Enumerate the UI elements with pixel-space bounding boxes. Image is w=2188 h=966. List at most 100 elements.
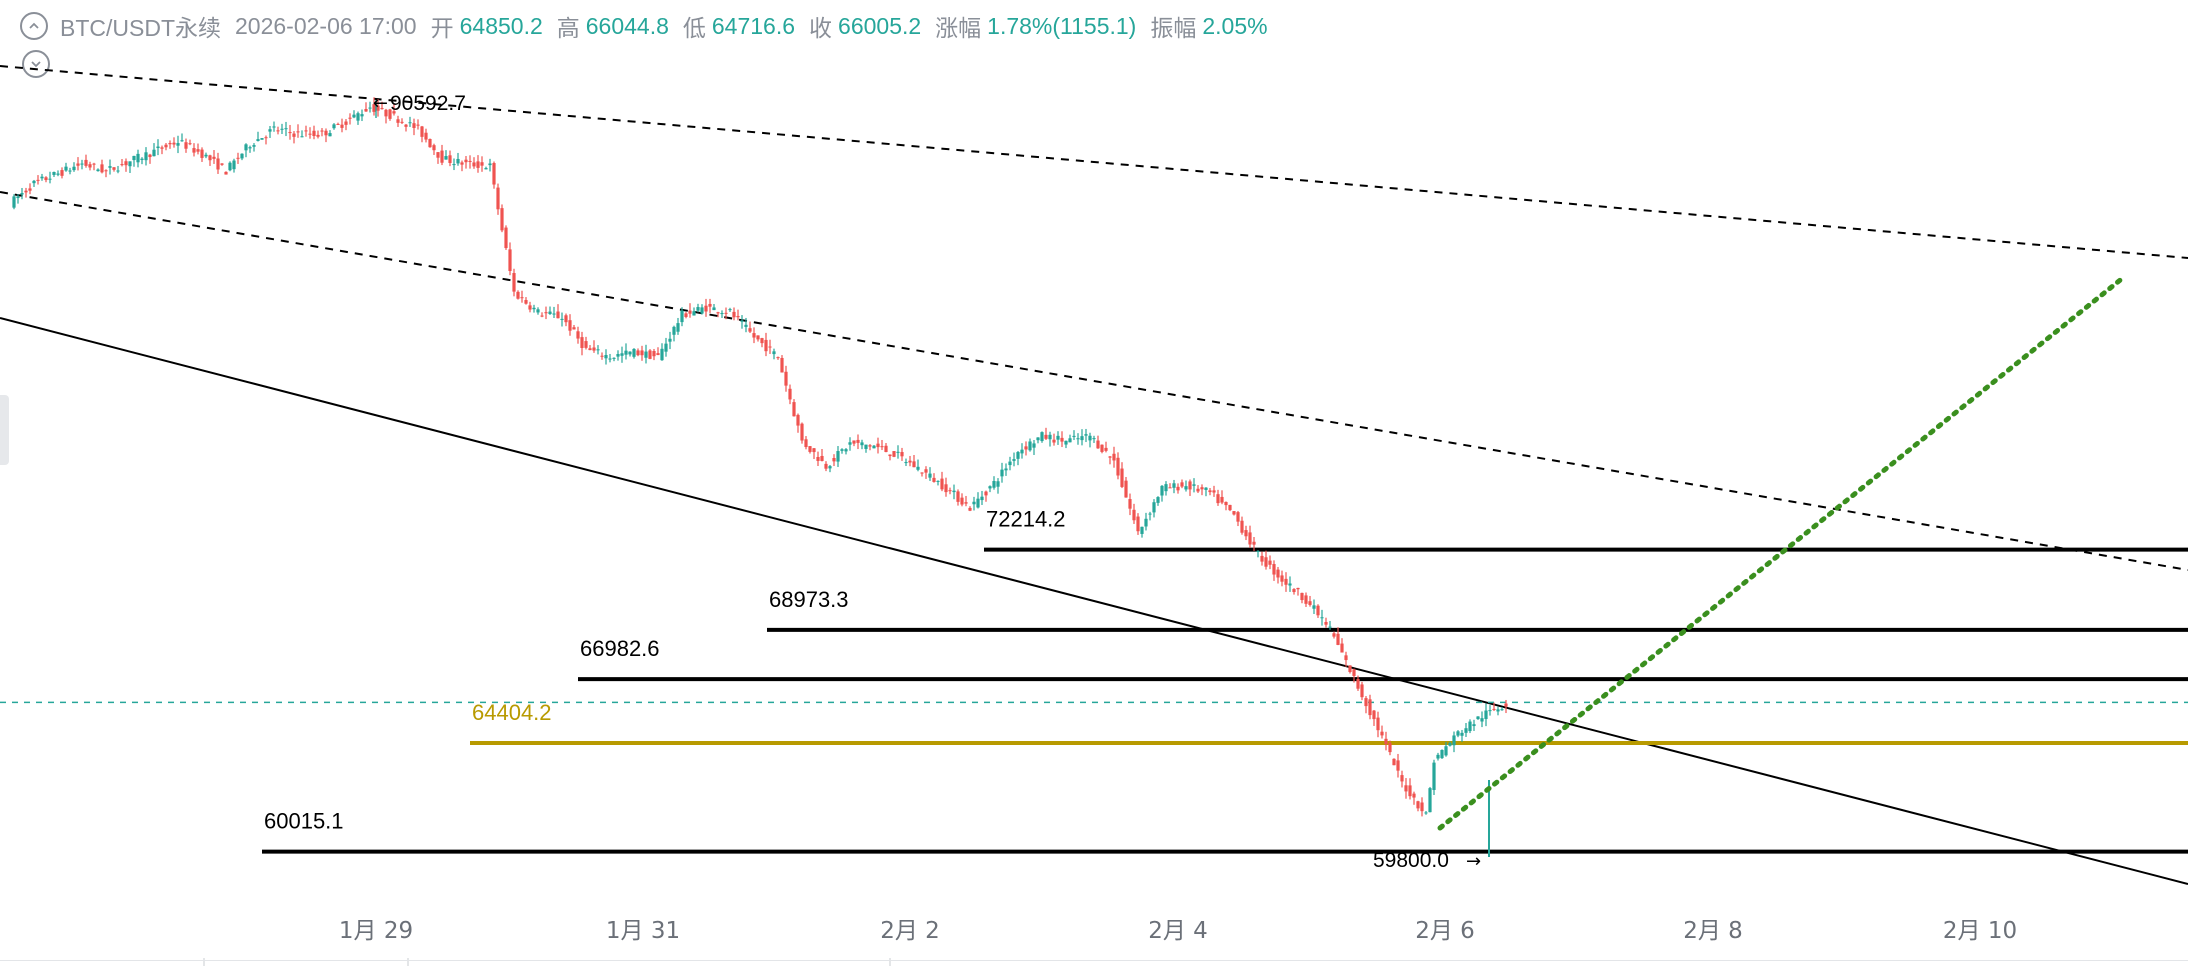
high-value: 66044.8 bbox=[585, 12, 669, 39]
candle bbox=[676, 317, 680, 335]
candle bbox=[464, 155, 468, 169]
candle bbox=[916, 459, 920, 472]
candle bbox=[728, 307, 732, 312]
amplitude-label: 振幅 bbox=[1150, 15, 1197, 41]
candle bbox=[1184, 480, 1188, 492]
candle bbox=[1016, 450, 1020, 466]
candle bbox=[1204, 487, 1208, 497]
candle bbox=[716, 311, 720, 318]
candle bbox=[1320, 609, 1324, 626]
candle bbox=[112, 167, 116, 172]
candle bbox=[16, 194, 20, 204]
candle bbox=[504, 225, 508, 250]
candle bbox=[204, 152, 208, 159]
low-label: 低 bbox=[682, 15, 706, 41]
candle bbox=[1252, 537, 1256, 551]
candle bbox=[1272, 560, 1276, 581]
candle bbox=[236, 152, 240, 164]
candle bbox=[880, 439, 884, 451]
candle bbox=[1080, 429, 1084, 446]
candle bbox=[1160, 485, 1164, 502]
candle bbox=[400, 118, 404, 125]
candle bbox=[1352, 668, 1356, 683]
candle bbox=[620, 346, 624, 363]
candle bbox=[244, 143, 248, 158]
overlays bbox=[1437, 274, 2127, 831]
candle bbox=[1388, 740, 1392, 756]
candle bbox=[1208, 488, 1212, 496]
chevron-down-icon[interactable] bbox=[22, 50, 50, 78]
candle bbox=[424, 128, 428, 143]
candle bbox=[1040, 431, 1044, 443]
candle bbox=[320, 128, 324, 137]
candle bbox=[724, 307, 728, 320]
candle bbox=[500, 204, 504, 233]
candle bbox=[696, 303, 700, 313]
candle bbox=[1484, 703, 1488, 727]
candle bbox=[1076, 433, 1080, 445]
candle bbox=[1104, 441, 1108, 453]
candle bbox=[232, 158, 236, 173]
candle bbox=[1440, 749, 1444, 759]
candle bbox=[1248, 525, 1252, 548]
candle bbox=[924, 466, 928, 479]
candle bbox=[88, 161, 92, 171]
candle bbox=[1020, 443, 1024, 459]
candle bbox=[476, 155, 480, 173]
candle bbox=[1156, 496, 1160, 506]
candle bbox=[1224, 501, 1228, 511]
candle bbox=[272, 121, 276, 132]
side-panel-handle[interactable] bbox=[0, 395, 9, 465]
candle bbox=[48, 171, 52, 184]
close-label: 收 bbox=[809, 15, 833, 41]
candle bbox=[864, 444, 868, 453]
trendline-channel-lower bbox=[0, 191, 2188, 571]
candle bbox=[1380, 725, 1384, 739]
trendline-channel-upper bbox=[0, 65, 2188, 259]
candle bbox=[788, 384, 792, 405]
candle bbox=[528, 301, 532, 313]
candle bbox=[444, 150, 448, 160]
candle bbox=[604, 349, 608, 365]
candle bbox=[436, 152, 440, 164]
candle bbox=[808, 446, 812, 454]
candle bbox=[744, 317, 748, 333]
candle bbox=[908, 455, 912, 467]
x-axis: 1月 29 1月 31 2月 2 2月 4 2月 6 2月 8 2月 10 bbox=[203, 918, 2017, 966]
candle bbox=[440, 144, 444, 166]
candle bbox=[796, 413, 800, 433]
candle bbox=[100, 159, 104, 174]
candle bbox=[524, 297, 528, 305]
candle bbox=[336, 122, 340, 125]
candle bbox=[1304, 592, 1308, 607]
candle bbox=[456, 152, 460, 166]
candle bbox=[948, 487, 952, 495]
candle bbox=[888, 454, 892, 461]
candle bbox=[1268, 555, 1272, 570]
candle bbox=[688, 303, 692, 318]
candle bbox=[1092, 435, 1096, 443]
candle bbox=[1176, 483, 1180, 494]
candle bbox=[932, 473, 936, 483]
candle bbox=[300, 130, 304, 138]
candle bbox=[212, 150, 216, 164]
candle bbox=[1316, 604, 1320, 618]
candle bbox=[548, 306, 552, 315]
candle bbox=[60, 167, 64, 179]
candle bbox=[124, 158, 128, 172]
chevron-up-icon[interactable] bbox=[20, 12, 48, 40]
candle bbox=[1400, 770, 1404, 788]
candle bbox=[1384, 731, 1388, 751]
candle bbox=[920, 472, 924, 477]
candle bbox=[776, 356, 780, 360]
candle bbox=[1232, 511, 1236, 516]
candle bbox=[960, 493, 964, 507]
candle bbox=[936, 480, 940, 486]
symbol-label[interactable]: BTC/USDT永续 bbox=[60, 15, 221, 41]
candle bbox=[520, 290, 524, 303]
candle bbox=[1220, 490, 1224, 505]
candle bbox=[1408, 778, 1412, 800]
candle bbox=[308, 127, 312, 139]
candle bbox=[152, 143, 156, 157]
